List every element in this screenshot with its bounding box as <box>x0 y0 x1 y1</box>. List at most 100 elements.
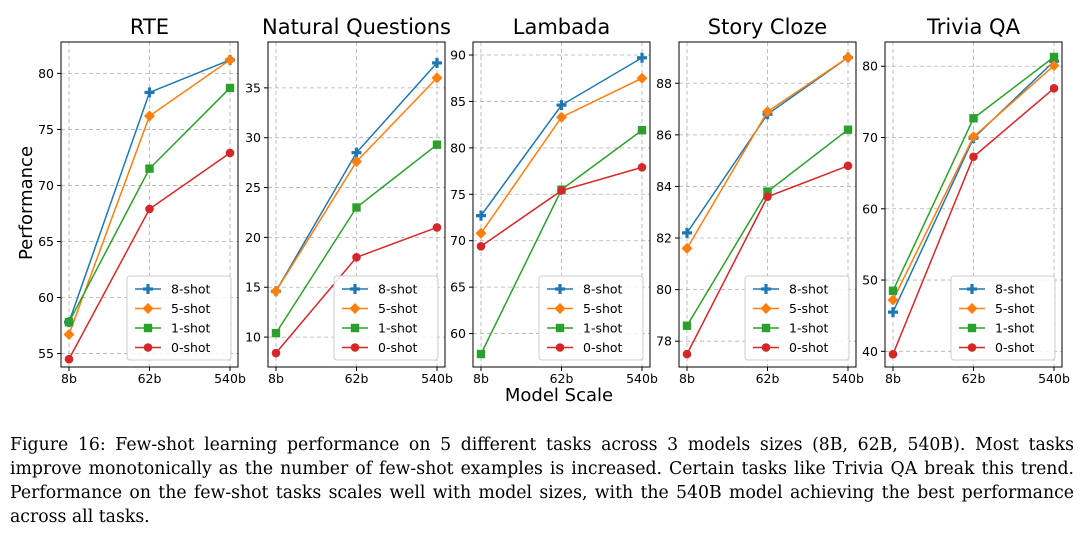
data-point <box>637 52 647 63</box>
data-point-v <box>435 57 439 68</box>
legend-marker <box>143 323 153 333</box>
data-point <box>1048 60 1060 72</box>
y-tick-label: 65 <box>450 280 466 295</box>
y-tick-label: 80 <box>38 66 54 81</box>
chart-figure: Performance Model Scale 55 60 65 70 75 80 8b 62… <box>16 15 1070 406</box>
legend-marker <box>966 303 978 314</box>
y-tick-label: 80 <box>862 59 878 74</box>
legend: 8-shot 5-shot 1-shot 0-shot <box>744 275 850 361</box>
y-tick-label: 25 <box>245 180 261 195</box>
data-point <box>682 321 692 330</box>
legend-marker <box>760 303 772 314</box>
legend-marker <box>350 343 360 352</box>
panel-title: RTE <box>130 15 169 39</box>
legend-marker <box>761 323 771 333</box>
legend-marker <box>555 343 565 352</box>
data-point <box>637 163 647 172</box>
legend-label: 5-shot <box>789 301 829 316</box>
data-point <box>636 72 648 84</box>
legend-marker-v <box>146 284 150 294</box>
legend-marker <box>554 303 566 314</box>
data-point <box>681 242 693 254</box>
figure: Performance Model Scale 55 60 65 70 75 80 8b 62… <box>16 15 1070 406</box>
y-tick-label: 55 <box>38 346 54 361</box>
legend-marker <box>143 284 153 294</box>
legend: 8-shot 5-shot 1-shot 0-shot <box>333 275 439 361</box>
legend-label: 1-shot <box>789 321 829 336</box>
data-point <box>682 227 692 238</box>
x-tick-label: 62b <box>138 371 162 386</box>
legend-label: 0-shot <box>583 340 623 355</box>
legend-marker-v <box>353 284 357 294</box>
legend-box <box>126 275 232 361</box>
figure-caption: Figure 16: Few-shot learning performance… <box>10 435 1074 527</box>
data-point <box>682 349 692 359</box>
legend-label: 5-shot <box>995 301 1035 316</box>
panel-title: Natural Questions <box>262 15 451 39</box>
data-point <box>432 140 442 149</box>
data-point <box>352 253 361 262</box>
y-tick-label: 82 <box>656 231 672 246</box>
data-point <box>224 54 236 66</box>
data-point <box>271 328 281 338</box>
data-point <box>763 187 772 196</box>
legend-label: 5-shot <box>171 301 211 316</box>
legend-item: 8-shot <box>342 282 418 297</box>
y-tick-label: 60 <box>450 326 466 341</box>
data-point <box>225 148 235 158</box>
legend: 8-shot 5-shot 1-shot 0-shot <box>538 275 644 361</box>
legend-marker <box>967 343 977 352</box>
legend-label: 0-shot <box>789 340 829 355</box>
legend-label: 0-shot <box>171 340 211 355</box>
y-tick-label: 75 <box>450 187 466 202</box>
data-point <box>969 114 978 123</box>
data-point <box>144 87 155 98</box>
legend-marker-v <box>970 284 974 294</box>
y-tick-label: 80 <box>656 282 672 297</box>
data-point <box>556 100 567 111</box>
legend-box <box>744 275 850 361</box>
legend-item: 5-shot <box>135 301 211 316</box>
legend-box <box>538 275 644 361</box>
legend-label: 8-shot <box>378 282 418 297</box>
legend-marker-v <box>764 284 768 294</box>
data-point <box>969 152 978 162</box>
legend-label: 0-shot <box>378 340 418 355</box>
y-tick-label: 86 <box>656 127 672 142</box>
data-point-v <box>640 52 644 63</box>
data-point <box>1049 52 1059 62</box>
data-point <box>352 203 361 212</box>
legend-label: 5-shot <box>583 301 623 316</box>
y-tick-label: 90 <box>450 48 466 63</box>
y-tick-label: 60 <box>862 201 878 216</box>
data-point-v <box>479 210 483 221</box>
data-point <box>888 349 898 359</box>
legend-item: 0-shot <box>753 340 829 355</box>
data-point <box>144 110 155 122</box>
legend-label: 8-shot <box>583 282 623 297</box>
y-tick-label: 35 <box>245 80 261 95</box>
data-point <box>64 317 74 327</box>
y-tick-label: 70 <box>862 130 878 145</box>
y-tick-label: 40 <box>862 344 878 359</box>
legend-item: 5-shot <box>753 301 829 316</box>
x-tick-label: 540b <box>214 371 246 386</box>
panel-title: Trivia QA <box>926 15 1021 39</box>
legend-item: 1-shot <box>342 321 418 336</box>
y-tick-label: 78 <box>656 334 672 349</box>
data-point <box>63 329 75 340</box>
data-point <box>476 349 486 359</box>
data-point <box>476 210 486 221</box>
data-point <box>888 307 898 318</box>
data-point <box>351 156 362 168</box>
data-point <box>475 227 487 239</box>
legend-label: 1-shot <box>171 321 211 336</box>
x-tick-label: 62b <box>756 371 780 386</box>
y-tick-label: 15 <box>245 280 261 295</box>
legend-marker <box>350 323 360 333</box>
y-tick-label: 10 <box>245 330 261 345</box>
legend-label: 8-shot <box>171 282 211 297</box>
legend-item: 0-shot <box>547 340 623 355</box>
data-point <box>145 164 154 173</box>
data-point <box>351 147 362 158</box>
